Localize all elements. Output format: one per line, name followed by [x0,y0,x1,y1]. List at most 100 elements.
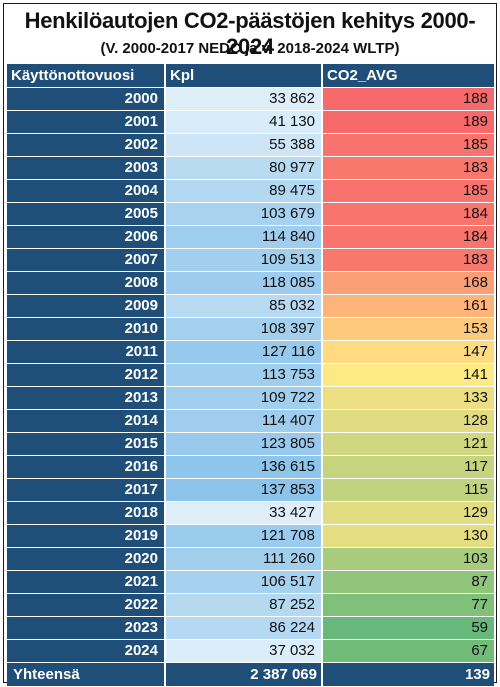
header-kpl: Kpl [165,64,323,88]
kpl-cell: 33 427 [165,501,323,525]
year-cell: 2018 [7,501,166,525]
table-row: 2008 118 085 168 [7,271,494,295]
kpl-cell: 127 116 [165,340,323,364]
kpl-cell: 103 679 [165,202,323,226]
table-row: 2002 55 388 185 [7,133,494,157]
year-cell: 2017 [7,478,166,502]
table-row: 2006 114 840 184 [7,225,494,249]
kpl-cell: 37 032 [165,639,323,663]
kpl-cell: 114 407 [165,409,323,433]
co2-cell: 189 [322,110,494,134]
table-frame: Henkilöautojen CO2-päästöjen kehitys 200… [3,3,497,687]
total-row: Yhteensä 2 387 069 139 [7,662,494,687]
table-row: 2001 41 130 189 [7,110,494,134]
kpl-cell: 85 032 [165,294,323,318]
table-row: 2007 109 513 183 [7,248,494,272]
table-row: 2004 89 475 185 [7,179,494,203]
year-cell: 2005 [7,202,166,226]
year-cell: 2001 [7,110,166,134]
co2-cell: 185 [322,133,494,157]
table-row: 2000 33 862 188 [7,87,494,111]
co2-cell: 130 [322,524,494,548]
co2-cell: 161 [322,294,494,318]
kpl-cell: 41 130 [165,110,323,134]
kpl-cell: 80 977 [165,156,323,180]
co2-cell: 129 [322,501,494,525]
year-cell: 2020 [7,547,166,571]
year-cell: 2006 [7,225,166,249]
co2-cell: 188 [322,87,494,111]
co2-cell: 133 [322,386,494,410]
co2-cell: 103 [322,547,494,571]
year-cell: 2010 [7,317,166,341]
table-row: 2019 121 708 130 [7,524,494,548]
total-co2: 139 [322,662,494,687]
kpl-cell: 123 805 [165,432,323,456]
header-year: Käyttönottovuosi [7,64,166,88]
year-cell: 2003 [7,156,166,180]
table-row: 2009 85 032 161 [7,294,494,318]
kpl-cell: 108 397 [165,317,323,341]
table-body: 2000 33 862 188 2001 41 130 189 2002 55 388 185 2… [7,87,494,663]
year-cell: 2012 [7,363,166,387]
year-cell: 2008 [7,271,166,295]
table-row: 2012 113 753 141 [7,363,494,387]
year-cell: 2002 [7,133,166,157]
year-cell: 2000 [7,87,166,111]
year-cell: 2019 [7,524,166,548]
year-cell: 2022 [7,593,166,617]
kpl-cell: 109 722 [165,386,323,410]
year-cell: 2024 [7,639,166,663]
co2-cell: 141 [322,363,494,387]
table-row: 2017 137 853 115 [7,478,494,502]
table-row: 2015 123 805 121 [7,432,494,456]
year-cell: 2015 [7,432,166,456]
table-row: 2022 87 252 77 [7,593,494,617]
co2-cell: 67 [322,639,494,663]
kpl-cell: 106 517 [165,570,323,594]
kpl-cell: 55 388 [165,133,323,157]
co2-cell: 77 [322,593,494,617]
co2-cell: 184 [322,225,494,249]
page-title: Henkilöautojen CO2-päästöjen kehitys 200… [24,8,476,59]
total-kpl: 2 387 069 [165,662,323,687]
year-cell: 2004 [7,179,166,203]
kpl-cell: 111 260 [165,547,323,571]
co2-cell: 115 [322,478,494,502]
co2-cell: 168 [322,271,494,295]
kpl-cell: 86 224 [165,616,323,640]
kpl-cell: 118 085 [165,271,323,295]
total-label: Yhteensä [7,662,166,687]
year-cell: 2014 [7,409,166,433]
header-co2: CO2_AVG [322,64,494,88]
kpl-cell: 136 615 [165,455,323,479]
co2-cell: 121 [322,432,494,456]
co2-cell: 87 [322,570,494,594]
table-row: 2016 136 615 117 [7,455,494,479]
co2-cell: 185 [322,179,494,203]
table-row: 2024 37 032 67 [7,639,494,663]
kpl-cell: 121 708 [165,524,323,548]
table-row: 2010 108 397 153 [7,317,494,341]
year-cell: 2021 [7,570,166,594]
co2-cell: 128 [322,409,494,433]
co2-cell: 59 [322,616,494,640]
year-cell: 2023 [7,616,166,640]
table-row: 2014 114 407 128 [7,409,494,433]
page-subtitle: (V. 2000-2017 NEDC ja v. 2018-2024 WLTP) [100,40,400,57]
co2-cell: 184 [322,202,494,226]
table-row: 2013 109 722 133 [7,386,494,410]
kpl-cell: 89 475 [165,179,323,203]
kpl-cell: 113 753 [165,363,323,387]
header-row: Käyttönottovuosi Kpl CO2_AVG [7,64,494,88]
year-cell: 2011 [7,340,166,364]
table-row: 2003 80 977 183 [7,156,494,180]
kpl-cell: 87 252 [165,593,323,617]
co2-cell: 147 [322,340,494,364]
table-row: 2005 103 679 184 [7,202,494,226]
co2-cell: 117 [322,455,494,479]
year-cell: 2007 [7,248,166,272]
table-row: 2011 127 116 147 [7,340,494,364]
year-cell: 2013 [7,386,166,410]
co2-cell: 183 [322,248,494,272]
